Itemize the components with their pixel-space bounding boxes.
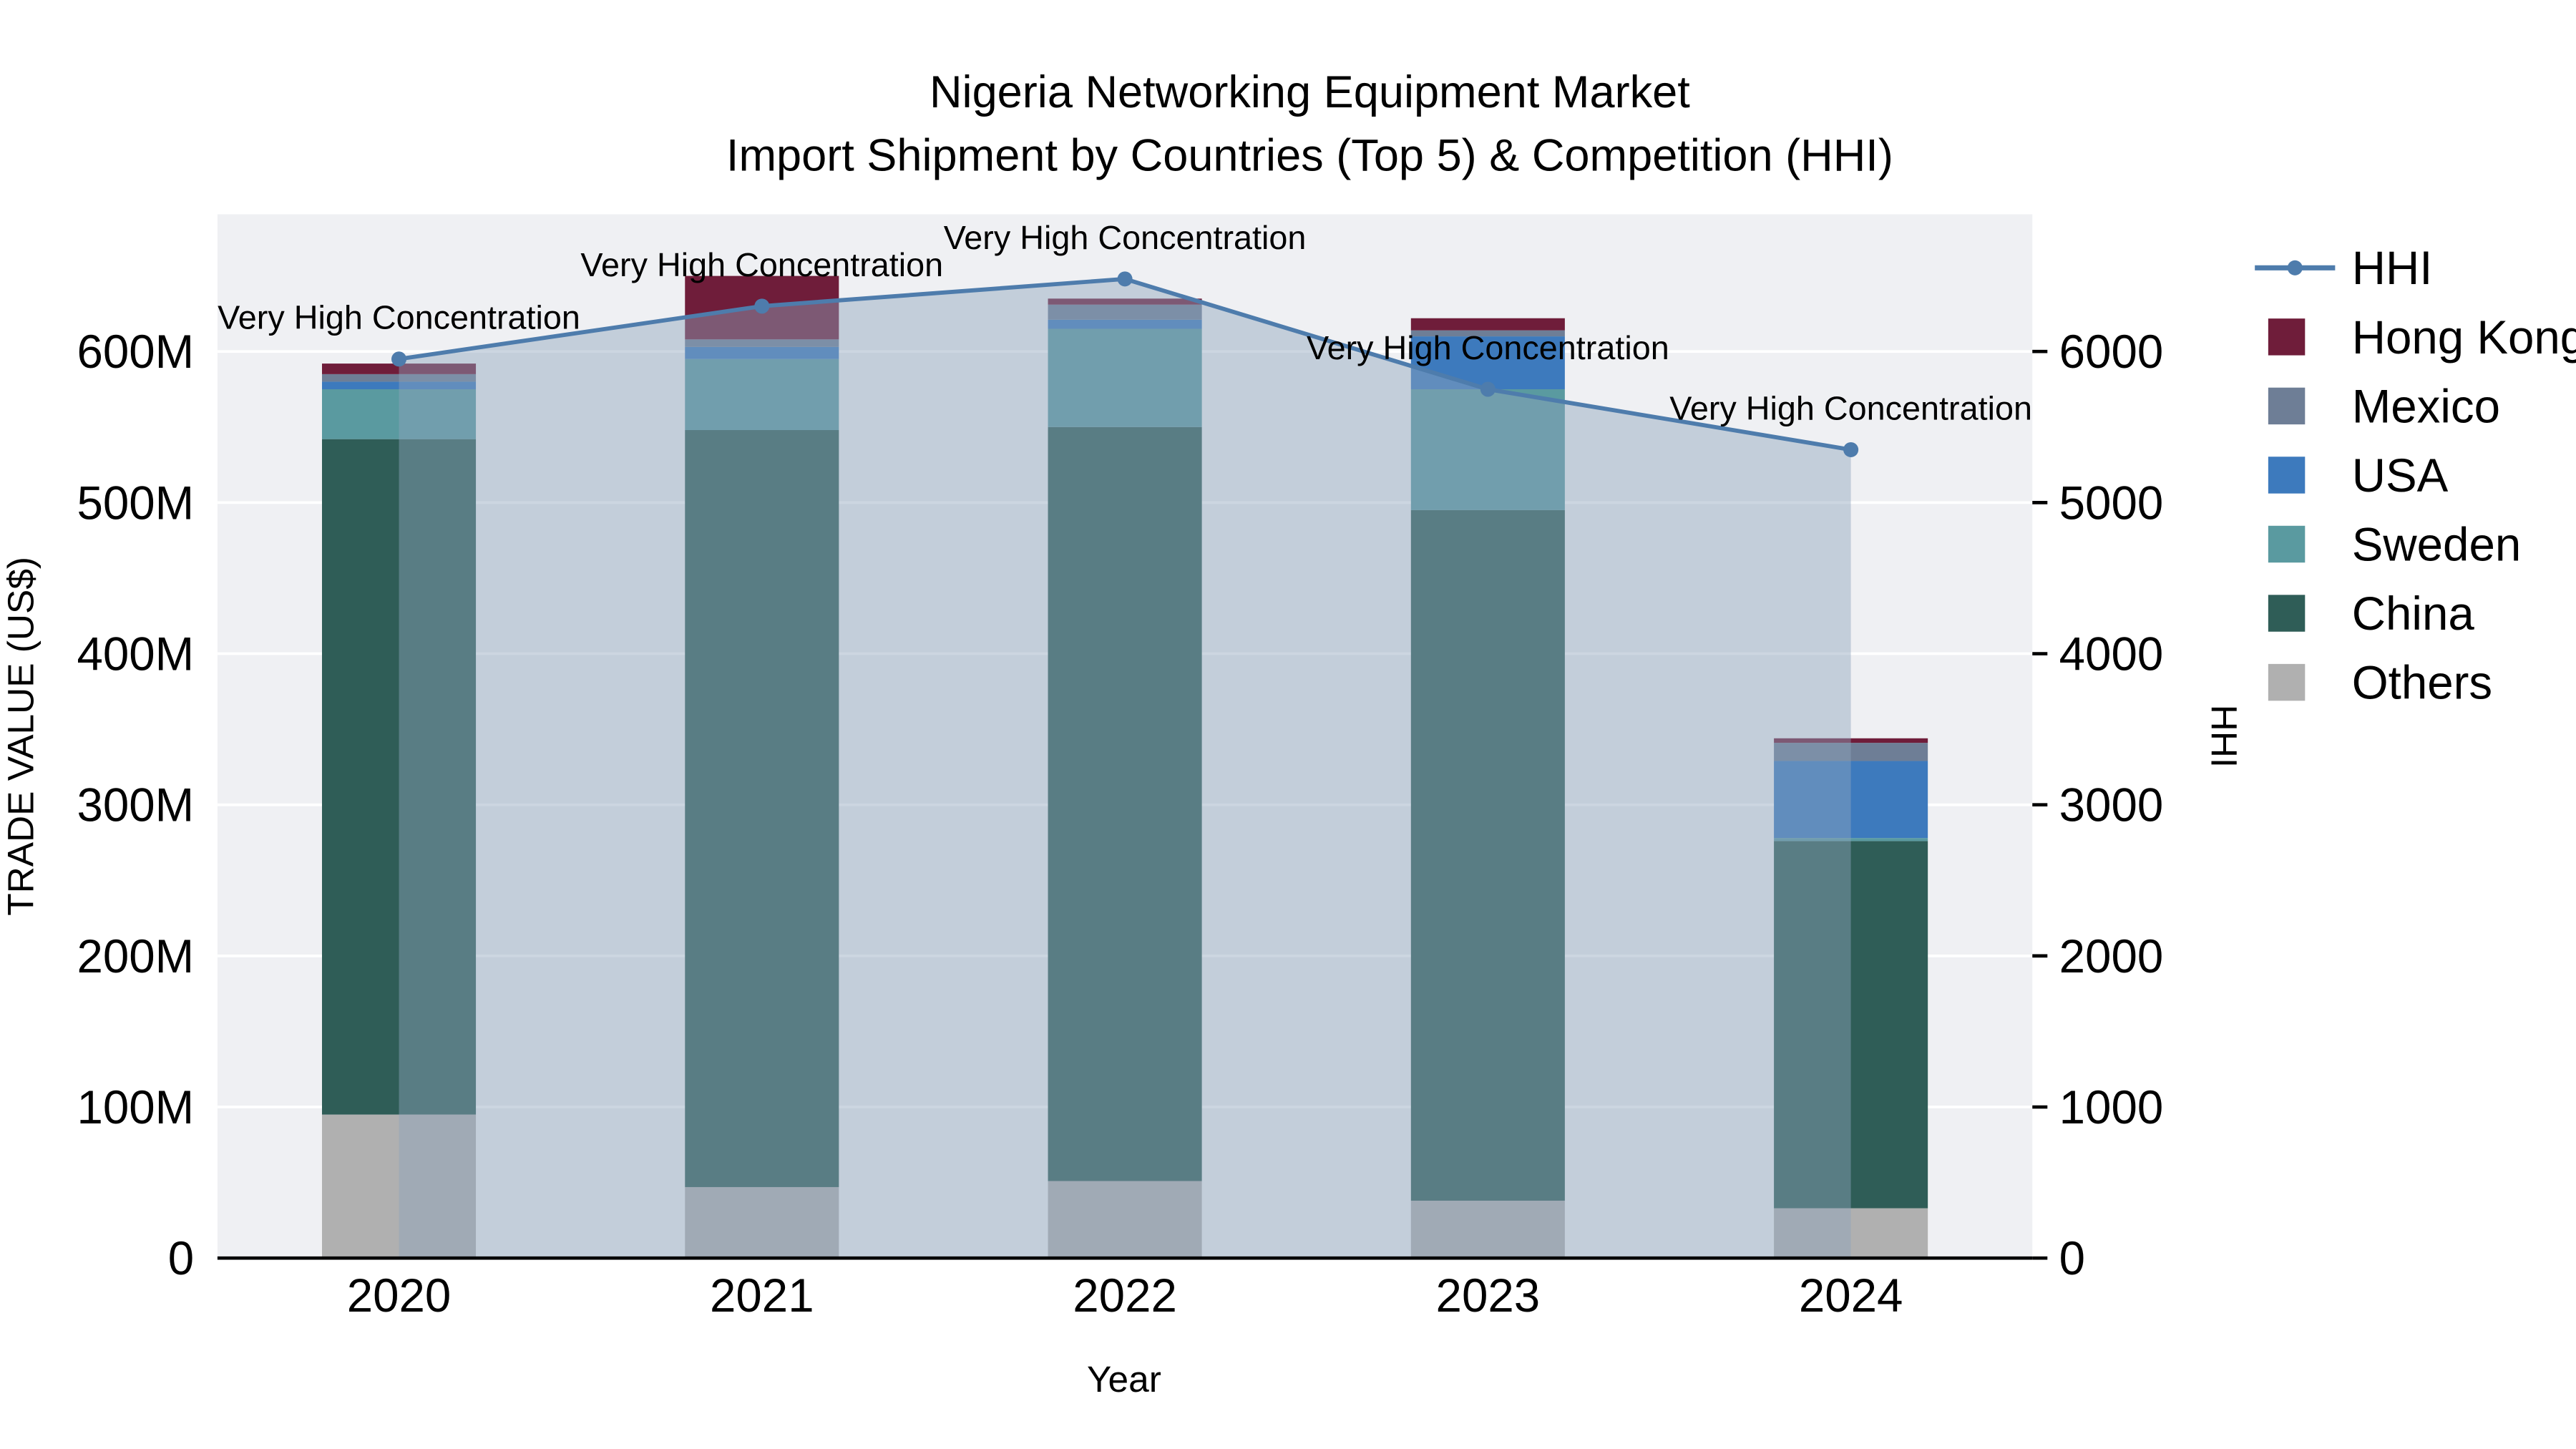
bar-usa-2022 — [1048, 319, 1202, 329]
y-tick-right-1000: 1000 — [2059, 1081, 2164, 1133]
annotation-2024: Very High Concentration — [1669, 389, 2032, 426]
legend-line-marker — [2287, 260, 2303, 275]
hhi-area-fill — [399, 278, 1851, 1259]
chart-title-line2: Import Shipment by Countries (Top 5) & C… — [726, 131, 1893, 181]
bar-others-2021 — [685, 1186, 839, 1259]
y-tick-right-5000: 5000 — [2059, 477, 2164, 529]
legend-item-others[interactable]: Others — [2268, 657, 2492, 709]
bar-usa-2023 — [1410, 336, 1565, 389]
bar-hong-kong-2022 — [1048, 298, 1202, 305]
x-tick-2020: 2020 — [347, 1269, 452, 1322]
legend-color-swatch — [2268, 663, 2306, 701]
bar-usa-2020 — [322, 381, 477, 389]
bar-usa-2021 — [685, 346, 839, 359]
legend-label: Others — [2352, 657, 2492, 709]
y-tick-left-400M: 400M — [77, 628, 194, 680]
annotation-2023: Very High Concentration — [1307, 329, 1669, 366]
bar-others-2024 — [1774, 1208, 1928, 1259]
x-tick-2021: 2021 — [710, 1269, 814, 1322]
legend-item-hong-kong[interactable]: Hong Kong — [2268, 311, 2576, 364]
x-tick-2024: 2024 — [1799, 1269, 1903, 1322]
legend-color-swatch — [2268, 457, 2306, 494]
hhi-marker-2020 — [391, 351, 407, 367]
y-tick-left-500M: 500M — [77, 477, 194, 529]
bar-mexico-2020 — [322, 374, 477, 382]
x-tick-2023: 2023 — [1436, 1269, 1541, 1322]
y-tick-right-3000: 3000 — [2059, 779, 2164, 831]
chart-title-line1: Nigeria Networking Equipment Market — [930, 67, 1690, 117]
bar-others-2022 — [1048, 1181, 1202, 1259]
bar-sweden-2020 — [322, 389, 477, 439]
bar-china-2024 — [1774, 841, 1928, 1209]
bar-china-2020 — [322, 439, 477, 1115]
legend-color-swatch — [2268, 595, 2306, 632]
y-tick-left-200M: 200M — [77, 930, 194, 982]
bar-mexico-2024 — [1774, 743, 1928, 761]
annotation-2020: Very High Concentration — [218, 299, 580, 336]
legend-item-usa[interactable]: USA — [2268, 449, 2449, 502]
hhi-marker-2021 — [754, 298, 770, 314]
bar-china-2021 — [685, 430, 839, 1187]
bar-usa-2024 — [1774, 761, 1928, 839]
y-axis-title-right: HHI — [2203, 705, 2245, 769]
bar-sweden-2023 — [1410, 389, 1565, 510]
plot-layer: 0 100M 200M 300M 400M 500M 600M 0 1000 2000 3000 40… — [77, 214, 2164, 1322]
bar-hong-kong-2020 — [322, 364, 477, 374]
legend-item-china[interactable]: China — [2268, 587, 2474, 640]
hhi-marker-2024 — [1843, 441, 1859, 457]
bar-sweden-2022 — [1048, 328, 1202, 427]
bar-hong-kong-2024 — [1774, 738, 1928, 743]
legend-label: Hong Kong — [2352, 311, 2576, 364]
y-tick-right-2000: 2000 — [2059, 930, 2164, 982]
hhi-marker-2023 — [1480, 381, 1496, 397]
y-axis-title-left: TRADE VALUE (US$) — [0, 557, 42, 916]
legend: HHI Hong Kong Mexico USA Sweden China Others — [2255, 242, 2576, 709]
bar-hong-kong-2023 — [1410, 318, 1565, 331]
hhi-marker-2022 — [1117, 271, 1133, 287]
bar-china-2022 — [1048, 426, 1202, 1181]
legend-label: USA — [2352, 449, 2449, 502]
y-tick-right-4000: 4000 — [2059, 628, 2164, 680]
legend-color-swatch — [2268, 318, 2306, 356]
annotation-2021: Very High Concentration — [580, 246, 943, 283]
y-tick-left-100M: 100M — [77, 1081, 194, 1133]
bar-mexico-2021 — [685, 339, 839, 347]
y-tick-right-0: 0 — [2059, 1232, 2085, 1284]
bar-sweden-2024 — [1774, 838, 1928, 841]
x-tick-2022: 2022 — [1073, 1269, 1177, 1322]
legend-label: Sweden — [2352, 518, 2521, 570]
y-tick-right-6000: 6000 — [2059, 326, 2164, 378]
legend-item-sweden[interactable]: Sweden — [2268, 518, 2521, 570]
legend-label: Mexico — [2352, 380, 2500, 432]
bar-sweden-2021 — [685, 358, 839, 431]
y-tick-left-300M: 300M — [77, 779, 194, 831]
legend-color-swatch — [2268, 525, 2306, 563]
bar-others-2023 — [1410, 1200, 1565, 1259]
legend-label: China — [2352, 587, 2475, 640]
legend-label: HHI — [2352, 242, 2433, 294]
bar-china-2023 — [1410, 509, 1565, 1201]
y-tick-left-600M: 600M — [77, 326, 194, 378]
x-axis-title: Year — [1087, 1358, 1161, 1400]
legend-color-swatch — [2268, 387, 2306, 425]
y-tick-left-0: 0 — [168, 1232, 194, 1284]
bar-others-2020 — [322, 1114, 477, 1259]
bar-mexico-2022 — [1048, 304, 1202, 320]
annotation-2022: Very High Concentration — [944, 219, 1307, 256]
bar-mexico-2023 — [1410, 330, 1565, 337]
legend-item-mexico[interactable]: Mexico — [2268, 380, 2500, 432]
legend-item-hhi[interactable]: HHI — [2255, 242, 2432, 294]
